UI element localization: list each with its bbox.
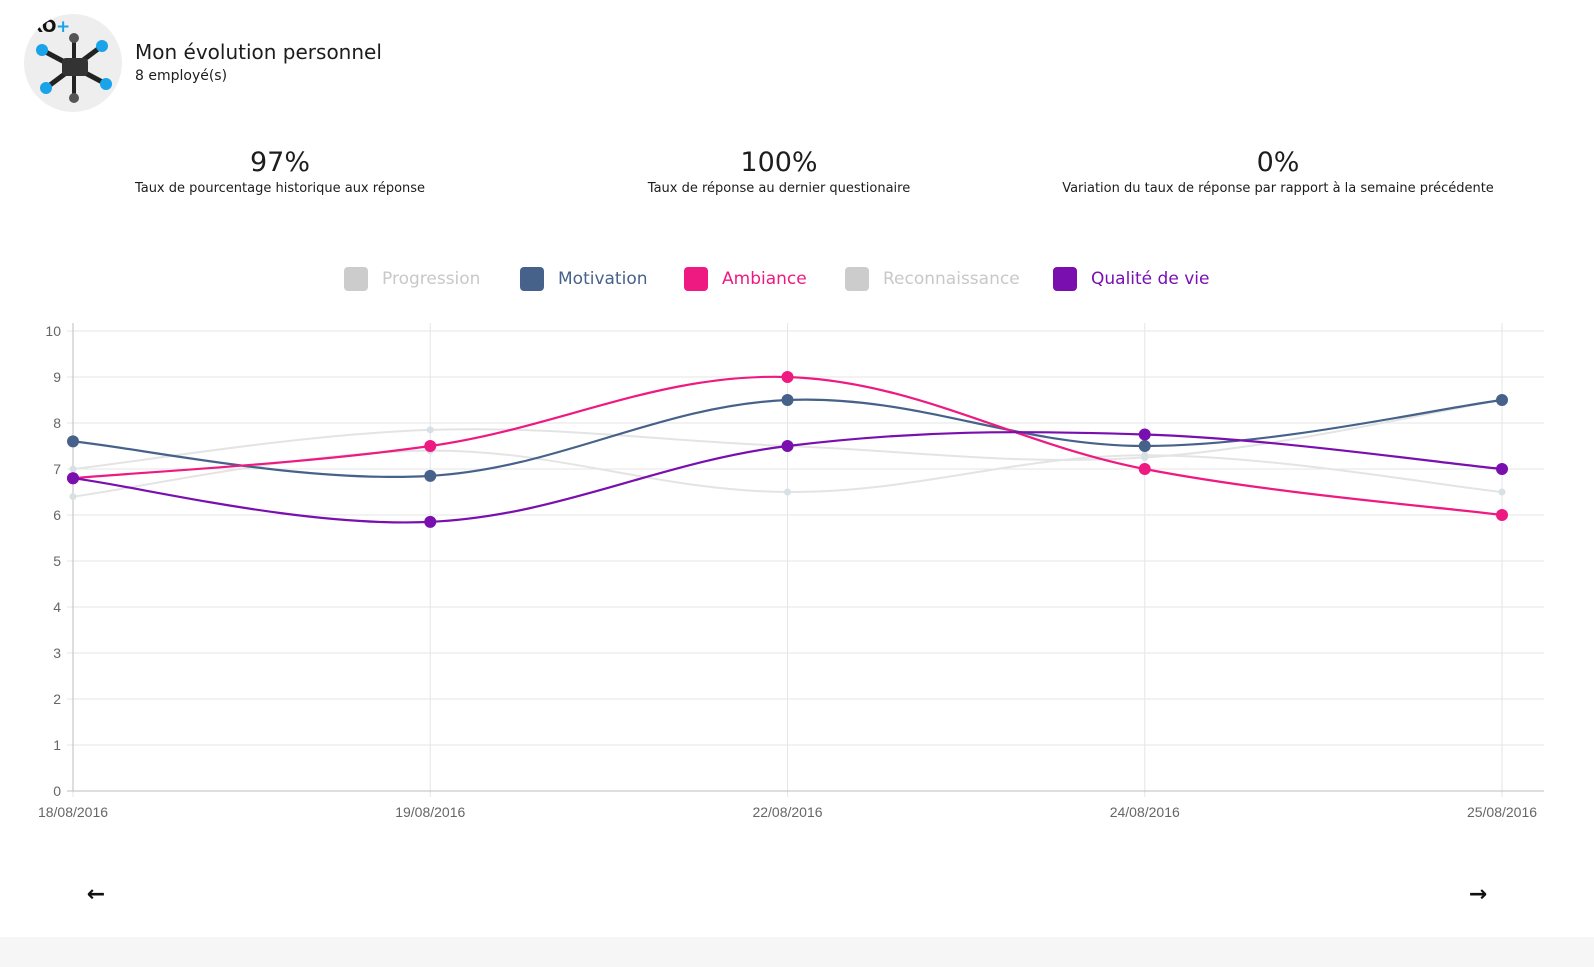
data-point-motivation[interactable] bbox=[67, 435, 79, 448]
drone-icon bbox=[36, 33, 112, 103]
y-tick-label: 0 bbox=[53, 783, 61, 799]
x-tick-label: 18/08/2016 bbox=[38, 804, 108, 820]
data-point-ambiance[interactable] bbox=[781, 371, 794, 383]
data-point-reconnaissance[interactable] bbox=[1498, 488, 1506, 496]
data-point-qualite-de-vie[interactable] bbox=[67, 472, 79, 485]
avatar: XO+ bbox=[24, 14, 122, 112]
legend-swatch bbox=[684, 267, 708, 291]
data-point-qualite-de-vie[interactable] bbox=[781, 440, 794, 452]
y-tick-label: 7 bbox=[53, 461, 61, 477]
x-tick-label: 25/08/2016 bbox=[1467, 804, 1537, 820]
y-tick-label: 3 bbox=[53, 645, 61, 661]
data-point-qualite-de-vie[interactable] bbox=[424, 515, 437, 528]
y-tick-label: 10 bbox=[45, 323, 61, 339]
data-point-ambiance[interactable] bbox=[1496, 509, 1508, 521]
x-tick-label: 22/08/2016 bbox=[752, 804, 822, 820]
y-tick-label: 2 bbox=[53, 691, 61, 707]
legend-item-motivation[interactable]: Motivation bbox=[520, 264, 648, 294]
stat-label: Variation du taux de réponse par rapport… bbox=[1062, 181, 1494, 196]
data-point-progression[interactable] bbox=[426, 426, 434, 434]
data-point-reconnaissance[interactable] bbox=[784, 488, 791, 496]
legend-item-progression[interactable]: Progression bbox=[344, 264, 480, 294]
data-point-motivation[interactable] bbox=[781, 394, 794, 406]
data-point-reconnaissance[interactable] bbox=[69, 493, 77, 501]
stat-value: 100% bbox=[740, 147, 818, 178]
data-point-motivation[interactable] bbox=[424, 469, 437, 482]
stat-value: 97% bbox=[249, 147, 310, 178]
stat-value: 0% bbox=[1256, 147, 1300, 178]
y-tick-label: 4 bbox=[53, 599, 61, 615]
chart-axes: 0 1 2 3 4 5 6 7 8 9 10 18/08/2016 19/08/2016 22/08/20… bbox=[38, 323, 1544, 820]
page-title: Mon évolution personnel bbox=[135, 40, 382, 64]
x-tick-label: 19/08/2016 bbox=[395, 804, 465, 820]
stat-label: Taux de pourcentage historique aux répon… bbox=[134, 181, 426, 196]
chart-grid bbox=[67, 323, 1544, 797]
legend-swatch bbox=[520, 267, 544, 291]
arrow-right-icon: → bbox=[1468, 881, 1488, 907]
prev-period-button[interactable]: ← bbox=[82, 880, 110, 908]
data-point-qualite-de-vie[interactable] bbox=[1138, 428, 1151, 441]
stat-label: Taux de réponse au dernier questionaire bbox=[647, 181, 911, 196]
legend-item-reconnaissance[interactable]: Reconnaissance bbox=[845, 264, 1020, 294]
stat-weekly-variation: 0% Variation du taux de réponse par rapp… bbox=[1048, 146, 1508, 198]
employee-count: 8 employé(s) bbox=[135, 68, 228, 84]
legend-swatch bbox=[344, 267, 368, 291]
y-tick-label: 9 bbox=[53, 369, 61, 385]
stat-historical-rate: 97% Taux de pourcentage historique aux r… bbox=[130, 146, 430, 198]
chart-legend: Progression Motivation Ambiance Reconnai… bbox=[0, 264, 1594, 294]
data-point-motivation[interactable] bbox=[1138, 440, 1151, 452]
arrow-left-icon: ← bbox=[86, 881, 106, 907]
data-point-reconnaissance[interactable] bbox=[1141, 451, 1149, 459]
y-tick-label: 1 bbox=[53, 737, 61, 753]
brand-logo: XO+ bbox=[30, 17, 70, 37]
data-point-progression[interactable] bbox=[69, 465, 77, 473]
data-point-ambiance[interactable] bbox=[424, 440, 437, 452]
data-point-qualite-de-vie[interactable] bbox=[1496, 463, 1508, 475]
stat-last-survey-rate: 100% Taux de réponse au dernier question… bbox=[629, 146, 929, 198]
legend-label: Reconnaissance bbox=[883, 269, 1020, 289]
footer-strip bbox=[0, 937, 1594, 967]
y-tick-label: 5 bbox=[53, 553, 61, 569]
legend-label: Ambiance bbox=[722, 269, 807, 289]
legend-swatch bbox=[1053, 267, 1077, 291]
next-period-button[interactable]: → bbox=[1464, 880, 1492, 908]
legend-label: Qualité de vie bbox=[1091, 269, 1210, 289]
chart-series bbox=[67, 371, 1508, 528]
data-point-motivation[interactable] bbox=[1496, 394, 1508, 406]
legend-swatch bbox=[845, 267, 869, 291]
stats-row: 97% Taux de pourcentage historique aux r… bbox=[0, 146, 1560, 206]
legend-item-ambiance[interactable]: Ambiance bbox=[684, 264, 807, 294]
y-tick-label: 6 bbox=[53, 507, 61, 523]
legend-item-qualite-de-vie[interactable]: Qualité de vie bbox=[1053, 264, 1209, 294]
y-tick-label: 8 bbox=[53, 415, 61, 431]
x-tick-label: 24/08/2016 bbox=[1110, 804, 1180, 820]
data-point-ambiance[interactable] bbox=[1138, 463, 1151, 475]
line-chart: 0 1 2 3 4 5 6 7 8 9 10 18/08/2016 19/08/2016 22/08/20… bbox=[38, 323, 1544, 820]
legend-label: Progression bbox=[382, 269, 481, 289]
legend-label: Motivation bbox=[558, 269, 648, 289]
page-header: XO+ Mon évolution personnel 8 employé(s) bbox=[24, 14, 724, 114]
